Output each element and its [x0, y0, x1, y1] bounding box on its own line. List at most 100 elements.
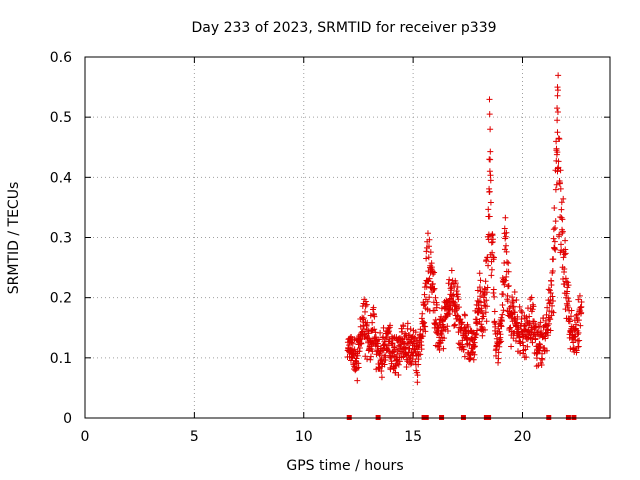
data-point [578, 309, 585, 316]
data-point [449, 292, 456, 299]
data-point [425, 278, 432, 285]
data-point [559, 230, 566, 237]
data-point [423, 248, 430, 255]
data-point [567, 313, 574, 320]
data-point [522, 327, 529, 334]
data-point [427, 249, 434, 256]
data-point [564, 279, 571, 286]
data-point [484, 254, 491, 261]
x-tick-label: 20 [514, 429, 532, 445]
data-point [432, 294, 439, 301]
data-point [404, 320, 411, 327]
data-point [518, 307, 525, 314]
data-point [532, 335, 539, 342]
data-point [450, 299, 457, 306]
data-point-peak [486, 213, 493, 220]
data-point [509, 294, 516, 301]
data-point [568, 307, 575, 314]
data-point [380, 324, 387, 331]
data-point [482, 326, 489, 333]
data-point [559, 228, 566, 235]
data-point [480, 313, 487, 320]
data-point [484, 303, 491, 310]
data-point [545, 320, 552, 327]
data-point-peak [554, 105, 561, 112]
data-point [554, 117, 561, 124]
data-point [537, 343, 544, 350]
data-point [505, 260, 512, 267]
data-point [553, 138, 560, 145]
data-point [508, 343, 515, 350]
data-point [547, 296, 554, 303]
data-point [362, 298, 369, 305]
data-point [367, 353, 374, 360]
data-point [511, 288, 518, 295]
y-axis: 0 0.1 0.2 0.3 0.4 0.5 0.6 [50, 50, 610, 427]
data-point [354, 377, 361, 384]
data-point [471, 351, 478, 358]
data-point [563, 278, 570, 285]
data-point [379, 358, 386, 365]
data-point [455, 296, 462, 303]
data-point [363, 301, 370, 308]
data-point [417, 351, 424, 358]
data-point [387, 322, 394, 329]
data-point [469, 330, 476, 337]
data-point [474, 327, 481, 334]
data-point [409, 352, 416, 359]
data-point [562, 250, 569, 257]
data-point [555, 158, 562, 165]
data-point [551, 205, 558, 212]
data-point [500, 291, 507, 298]
data-point [552, 246, 559, 253]
data-point [560, 275, 567, 282]
data-point [491, 293, 498, 300]
data-point [496, 328, 503, 335]
data-point [520, 342, 527, 349]
data-point [503, 248, 510, 255]
data-point [501, 281, 508, 288]
data-point [375, 343, 382, 350]
data-point [565, 282, 572, 289]
data-point [399, 328, 406, 335]
data-point [556, 136, 563, 143]
data-point [441, 335, 448, 342]
data-point [477, 293, 484, 300]
data-point [491, 318, 498, 325]
data-point [412, 358, 419, 365]
data-point [360, 315, 367, 322]
data-point [457, 316, 464, 323]
data-point [540, 315, 547, 322]
data-point [512, 337, 519, 344]
data-point [477, 299, 484, 306]
data-point [425, 254, 432, 261]
data-point [472, 343, 479, 350]
data-point-peak [486, 156, 493, 163]
data-point [428, 264, 435, 271]
data-point [381, 340, 388, 347]
data-point [499, 311, 506, 318]
data-point [559, 216, 566, 223]
data-point [454, 312, 461, 319]
data-point [480, 292, 487, 299]
data-point [547, 327, 554, 334]
data-point [550, 256, 557, 263]
data-point [432, 316, 439, 323]
data-point [472, 332, 479, 339]
data-point [495, 355, 502, 362]
data-point [557, 241, 564, 248]
data-point [460, 346, 467, 353]
data-point [565, 295, 572, 302]
data-point [501, 225, 508, 232]
data-point [517, 349, 524, 356]
data-point [400, 323, 407, 330]
data-point [429, 280, 436, 287]
y-tick-label: 0.4 [50, 170, 72, 186]
data-point [427, 284, 434, 291]
data-point-peak [486, 111, 493, 118]
data-point [348, 339, 355, 346]
data-point [451, 308, 458, 315]
data-point [371, 326, 378, 333]
data-point [498, 318, 505, 325]
